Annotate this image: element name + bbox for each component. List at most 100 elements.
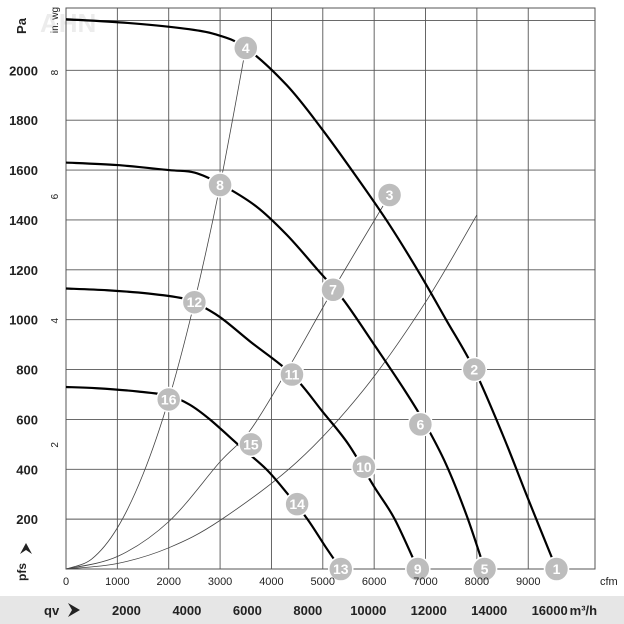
operating-point-13: 13 [328, 556, 354, 582]
operating-point-6: 6 [407, 411, 434, 438]
m3h-tick-label: 12000 [411, 603, 447, 618]
operating-point-15: 15 [238, 431, 264, 458]
watermark-logo: AHN [40, 8, 96, 38]
axes: 200 400 600 800 1000 1200 1400 1600 1800 2000 Pa pf… [9, 7, 618, 588]
cfm-tick-label: 3000 [208, 576, 232, 588]
qv-arrow-icon [68, 603, 80, 617]
operating-point-marker [207, 172, 233, 198]
operating-point-7: 7 [320, 276, 346, 303]
operating-point-12: 12 [181, 289, 208, 315]
m3h-tick-label: 10000 [350, 603, 386, 618]
cfm-tick-label: 1000 [105, 576, 129, 588]
pfs-axis-label: pfs [15, 563, 29, 581]
operating-point-marker [471, 556, 498, 582]
operating-point-16: 16 [155, 386, 182, 413]
operating-point-label: 8 [216, 177, 224, 193]
fan-curve-speed-2 [65, 161, 486, 570]
pa-axis-title: Pa [14, 17, 29, 34]
m3h-tick-label: 4000 [172, 603, 201, 618]
operating-point-8: 8 [207, 172, 233, 198]
operating-point-marker [405, 556, 431, 582]
cfm-tick-label: 8000 [465, 576, 489, 588]
bottom-axis-band [0, 596, 624, 624]
m3h-tick-label: 8000 [293, 603, 322, 618]
cfm-tick-label: 9000 [516, 576, 540, 588]
operating-point-label: 16 [161, 391, 177, 407]
operating-point-label: 2 [470, 362, 478, 378]
operating-point-marker [543, 556, 570, 582]
operating-point-label: 1 [553, 561, 561, 577]
operating-point-marker [376, 182, 403, 208]
operating-point-label: 4 [242, 40, 250, 56]
operating-point-marker [155, 386, 182, 413]
operating-point-label: 10 [356, 459, 372, 475]
grid: AHN [40, 7, 596, 570]
system-curve-system-c [65, 214, 478, 570]
pa-tick-label: 1800 [9, 113, 38, 128]
inwg-tick-label: 4 [50, 318, 61, 324]
operating-point-4: 4 [233, 35, 259, 61]
operating-point-marker [238, 431, 264, 458]
operating-point-2: 2 [461, 356, 488, 383]
qv-axis-label: qv [44, 603, 60, 618]
m3h-tick-label: 2000 [112, 603, 141, 618]
pfs-arrow-icon [20, 543, 32, 554]
operating-point-14: 14 [284, 491, 310, 517]
operating-point-marker [279, 361, 305, 388]
operating-point-marker [351, 454, 377, 480]
operating-point-marker [320, 276, 346, 303]
cfm-tick-label: 5000 [311, 576, 335, 588]
pa-tick-label: 1200 [9, 263, 38, 278]
operating-point-label: 15 [243, 436, 259, 452]
operating-point-marker [407, 411, 434, 438]
pa-tick-label: 1400 [9, 213, 38, 228]
inwg-axis-title: in. wg [50, 7, 61, 33]
operating-point-label: 14 [289, 496, 305, 512]
pa-tick-label: 600 [16, 412, 38, 427]
operating-point-label: 13 [333, 561, 349, 577]
operating-point-5: 5 [471, 556, 498, 582]
system-curve-system-b [65, 194, 390, 570]
pa-tick-label: 1000 [9, 313, 38, 328]
m3h-tick-label: 16000 [532, 603, 568, 618]
fan-curve-speed-4 [65, 385, 342, 570]
operating-point-marker [461, 356, 488, 383]
operating-point-marker [233, 35, 259, 61]
operating-point-marker [284, 491, 310, 517]
m3h-axis-title: m³/h [570, 603, 598, 618]
fan-curve-speed-1 [65, 18, 558, 570]
m3h-tick-label: 6000 [233, 603, 262, 618]
operating-point-11: 11 [279, 361, 305, 388]
fan-curves [65, 18, 558, 570]
operating-point-label: 9 [414, 561, 422, 577]
operating-point-label: 12 [187, 294, 203, 310]
operating-point-marker [328, 556, 354, 582]
operating-point-1: 1 [543, 556, 570, 582]
pa-tick-label: 1600 [9, 163, 38, 178]
bottom-bar: qv 2000 4000 6000 8000 10000 12000 14000 16000 m³… [0, 596, 624, 624]
m3h-tick-label: 14000 [471, 603, 507, 618]
pa-tick-label: 800 [16, 363, 38, 378]
inwg-tick-label: 6 [50, 193, 61, 199]
fan-curve-speed-3 [65, 287, 419, 570]
inwg-tick-label: 8 [50, 69, 61, 75]
operating-point-3: 3 [376, 182, 403, 208]
cfm-tick-label: 4000 [259, 576, 283, 588]
operating-point-label: 7 [329, 282, 337, 298]
cfm-tick-label: 7000 [413, 576, 437, 588]
operating-point-label: 11 [285, 367, 300, 383]
operating-point-label: 3 [386, 187, 394, 203]
operating-point-10: 10 [351, 454, 377, 480]
pa-tick-label: 2000 [9, 63, 38, 78]
cfm-tick-label: 2000 [156, 576, 180, 588]
inwg-tick-label: 2 [50, 442, 61, 448]
operating-point-marker [181, 289, 208, 315]
operating-point-label: 5 [481, 561, 489, 577]
cfm-tick-label: 0 [63, 576, 69, 588]
operating-point-label: 6 [416, 416, 424, 432]
cfm-axis-title: cfm [600, 576, 618, 588]
system-curve-system-a [65, 47, 247, 570]
operating-point-9: 9 [405, 556, 431, 582]
